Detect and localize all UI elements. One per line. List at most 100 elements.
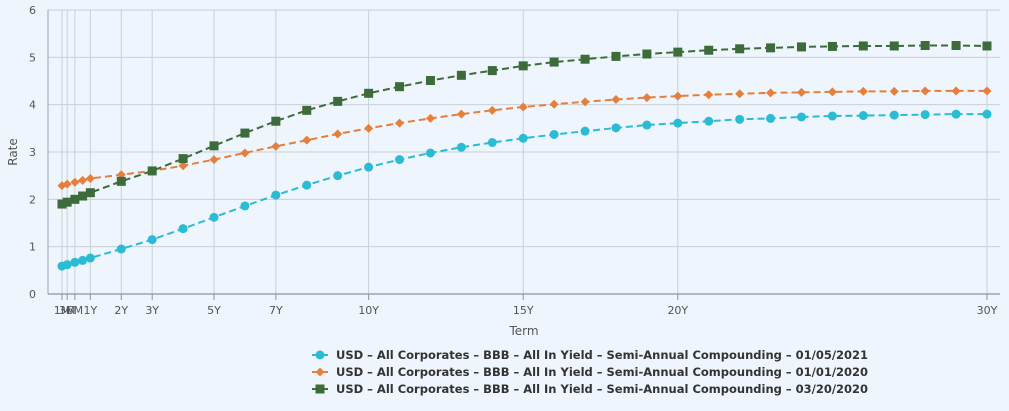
series-2-point-8	[209, 155, 219, 165]
series-3-point-29	[858, 41, 868, 51]
series-1-point-27	[796, 112, 806, 122]
series-3-line	[61, 44, 988, 206]
series-2-point-7	[178, 161, 188, 171]
legend-label-3: USD – All Corporates – BBB – All In Yiel…	[336, 382, 868, 396]
series-3-point-19	[549, 57, 559, 67]
series-1-point-4	[85, 253, 95, 263]
y-tick-label-1: 1	[29, 241, 36, 254]
series-1-point-7	[178, 224, 188, 234]
series-1-point-11	[302, 180, 312, 190]
y-tick-label-5: 5	[29, 51, 36, 64]
series-3-point-1	[62, 197, 72, 207]
series-1	[57, 109, 992, 271]
series-3-point-0	[57, 199, 67, 209]
series-2-point-32	[951, 86, 961, 96]
series-1-point-19	[549, 129, 559, 139]
series-3-point-27	[796, 42, 806, 52]
legend-marker-2	[315, 367, 325, 377]
x-tick-label-8: 10Y	[358, 304, 379, 317]
series-1-point-22	[642, 120, 652, 130]
series-3-point-11	[302, 105, 312, 115]
legend: USD – All Corporates – BBB – All In Yiel…	[312, 348, 868, 396]
series-2-point-9	[240, 148, 250, 158]
x-tick-label-3: 1Y	[83, 304, 97, 317]
series-2-point-15	[425, 113, 435, 123]
x-tick-label-0: 1M	[54, 304, 71, 317]
series-2	[57, 86, 992, 191]
series-1-point-6	[147, 235, 157, 245]
x-tick-label-10: 20Y	[667, 304, 688, 317]
series-2-point-4	[85, 174, 95, 184]
series-3-point-24	[704, 45, 714, 55]
series-2-point-28	[827, 87, 837, 97]
series-3-point-10	[271, 116, 281, 126]
series-1-point-25	[735, 114, 745, 124]
series-3-point-14	[395, 82, 405, 92]
series-2-point-21	[611, 94, 621, 104]
series-1-point-5	[116, 244, 126, 254]
series-3-point-7	[178, 154, 188, 164]
series-2-point-31	[920, 86, 930, 96]
series-3-point-5	[116, 176, 126, 186]
legend-label-2: USD – All Corporates – BBB – All In Yiel…	[336, 365, 868, 379]
series-1-point-23	[673, 118, 683, 128]
series-3-point-13	[364, 88, 374, 98]
series-3-point-3	[78, 191, 88, 201]
series-1-point-21	[611, 123, 621, 133]
series-2-point-1	[62, 179, 72, 189]
series-2-point-10	[271, 141, 281, 151]
series-1-point-1	[62, 260, 72, 270]
series-1-point-16	[456, 142, 466, 152]
series-1-point-24	[704, 116, 714, 126]
x-tick-label-6: 5Y	[207, 304, 221, 317]
series-3-point-22	[642, 49, 652, 59]
series-3-point-12	[333, 96, 343, 106]
series-2-point-30	[889, 86, 899, 96]
series-3-point-9	[240, 128, 250, 138]
series-2-point-24	[704, 90, 714, 100]
x-tick-label-4: 2Y	[114, 304, 128, 317]
y-tick-label-0: 0	[29, 288, 36, 301]
x-tick-label-11: 30Y	[977, 304, 998, 317]
series-1-point-20	[580, 126, 590, 136]
series-2-point-19	[549, 99, 559, 109]
series-1-point-30	[889, 110, 899, 120]
x-tick-label-1: 3M	[59, 304, 76, 317]
series-1-point-28	[827, 111, 837, 121]
series-1-point-9	[240, 201, 250, 211]
series-3-point-4	[85, 188, 95, 198]
series-2-point-2	[70, 177, 80, 187]
series-3-point-28	[827, 41, 837, 51]
series-2-point-29	[858, 86, 868, 96]
series-3-point-32	[951, 41, 961, 50]
series-3-point-21	[611, 51, 621, 61]
series-2-point-18	[518, 102, 528, 112]
series-1-point-17	[487, 138, 497, 148]
series-2-point-17	[487, 105, 497, 115]
series-1-point-13	[364, 162, 374, 172]
series-1-point-2	[70, 257, 80, 267]
series-2-point-22	[642, 93, 652, 103]
series-2-line	[61, 89, 987, 187]
series-3-point-6	[147, 166, 157, 176]
series-3-point-17	[487, 66, 497, 76]
series-2-point-16	[456, 109, 466, 119]
series-2-point-3	[78, 175, 88, 185]
series-2-point-25	[735, 89, 745, 99]
x-tick-label-5: 3Y	[145, 304, 159, 317]
series-1-point-26	[766, 113, 776, 123]
series-1-point-14	[395, 155, 405, 165]
series-3	[57, 41, 992, 209]
legend-label-1: USD – All Corporates – BBB – All In Yiel…	[336, 348, 868, 362]
series-2-point-23	[673, 91, 683, 101]
series-3-point-16	[456, 70, 466, 80]
series-3-point-8	[209, 141, 219, 151]
series-3-point-31	[920, 41, 930, 50]
y-tick-label-4: 4	[29, 99, 36, 112]
series-2-point-14	[395, 118, 405, 128]
series-1-point-32	[951, 109, 961, 119]
series-1-point-3	[78, 255, 88, 265]
legend-item-3: USD – All Corporates – BBB – All In Yiel…	[312, 382, 868, 396]
